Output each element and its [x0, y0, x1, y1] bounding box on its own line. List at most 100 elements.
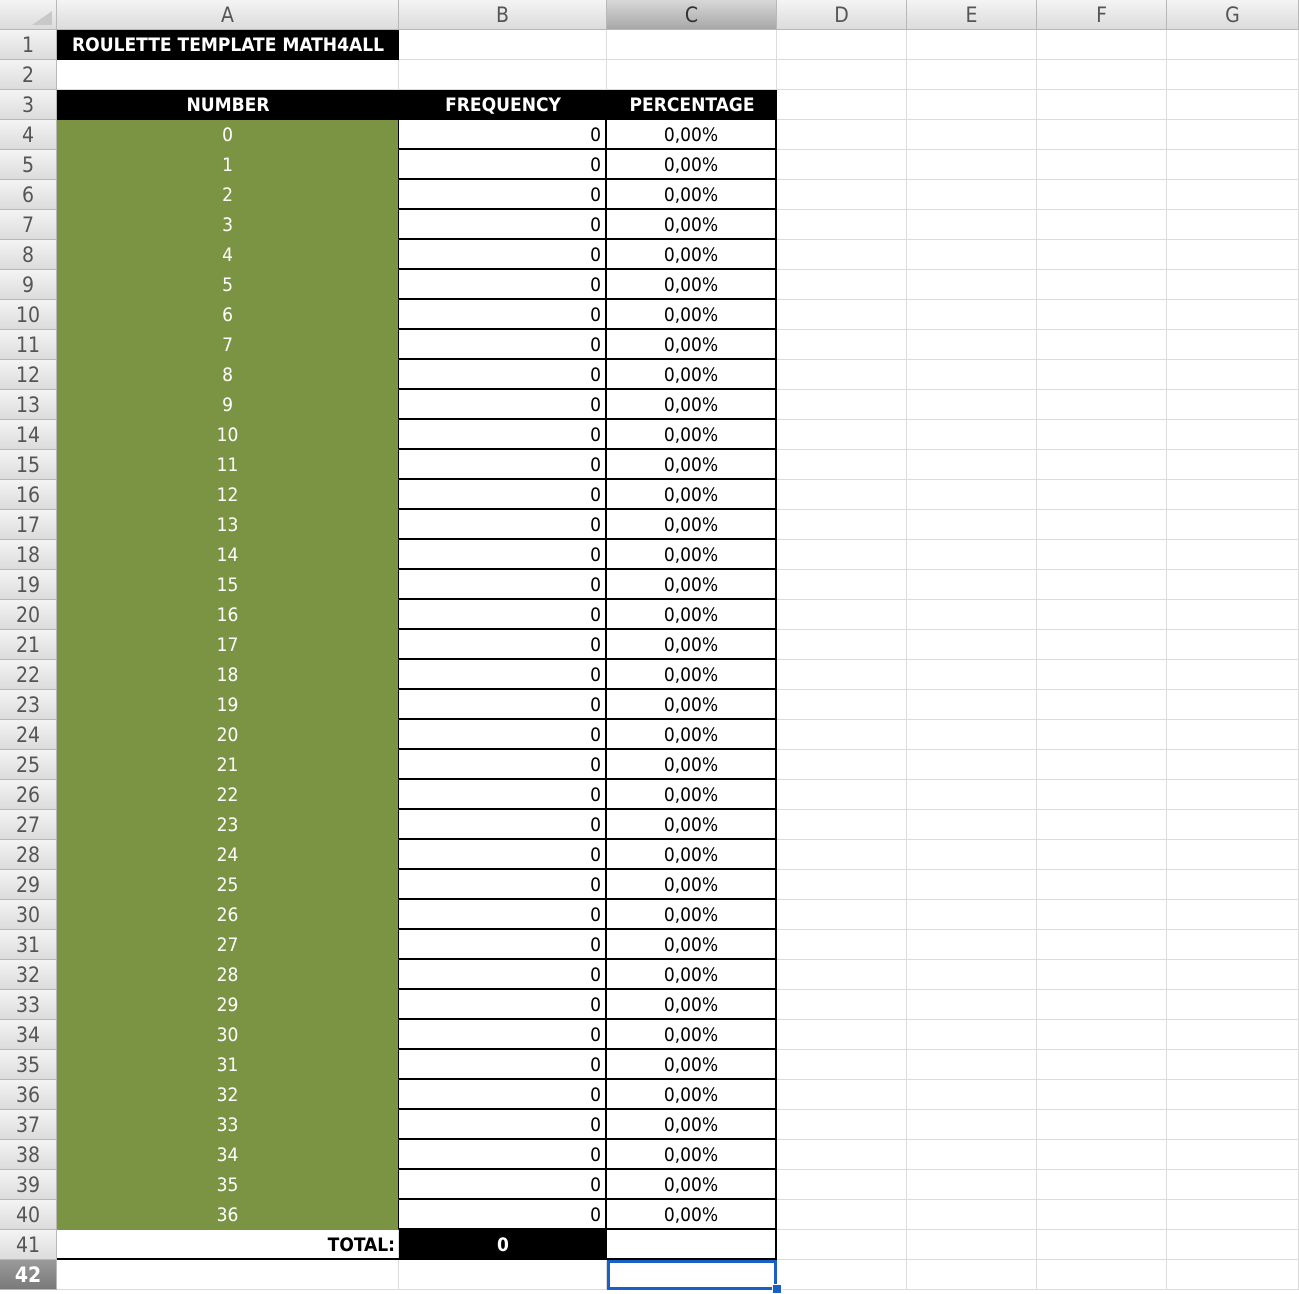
cell-G21[interactable] [1167, 630, 1299, 660]
percentage-cell[interactable]: 0,00% [607, 870, 777, 900]
percentage-cell[interactable]: 0,00% [607, 930, 777, 960]
row-header-41[interactable]: 41 [0, 1230, 57, 1260]
cell-D13[interactable] [777, 390, 907, 420]
number-cell[interactable]: 35 [57, 1170, 399, 1200]
cell-E2[interactable] [907, 60, 1037, 90]
cell-F27[interactable] [1037, 810, 1167, 840]
cell-D34[interactable] [777, 1020, 907, 1050]
cell-G29[interactable] [1167, 870, 1299, 900]
number-cell[interactable]: 8 [57, 360, 399, 390]
cell-G39[interactable] [1167, 1170, 1299, 1200]
number-cell[interactable]: 14 [57, 540, 399, 570]
cell-F15[interactable] [1037, 450, 1167, 480]
cell-E16[interactable] [907, 480, 1037, 510]
number-cell[interactable]: 29 [57, 990, 399, 1020]
cell-F2[interactable] [1037, 60, 1167, 90]
cell-E22[interactable] [907, 660, 1037, 690]
cell-F29[interactable] [1037, 870, 1167, 900]
row-header-39[interactable]: 39 [0, 1170, 57, 1200]
row-header-4[interactable]: 4 [0, 120, 57, 150]
cell-F17[interactable] [1037, 510, 1167, 540]
cell-G25[interactable] [1167, 750, 1299, 780]
row-header-23[interactable]: 23 [0, 690, 57, 720]
cell-G13[interactable] [1167, 390, 1299, 420]
column-header-D[interactable]: D [777, 0, 907, 30]
number-cell[interactable]: 7 [57, 330, 399, 360]
cell-E13[interactable] [907, 390, 1037, 420]
cell-E20[interactable] [907, 600, 1037, 630]
cell-D7[interactable] [777, 210, 907, 240]
number-cell[interactable]: 12 [57, 480, 399, 510]
cell-E34[interactable] [907, 1020, 1037, 1050]
cell-D38[interactable] [777, 1140, 907, 1170]
cell-E6[interactable] [907, 180, 1037, 210]
cell-E37[interactable] [907, 1110, 1037, 1140]
percentage-cell[interactable]: 0,00% [607, 120, 777, 150]
cell-C1[interactable] [607, 30, 777, 60]
cell-F39[interactable] [1037, 1170, 1167, 1200]
frequency-cell[interactable]: 0 [399, 570, 607, 600]
row-header-27[interactable]: 27 [0, 810, 57, 840]
frequency-cell[interactable]: 0 [399, 660, 607, 690]
row-header-29[interactable]: 29 [0, 870, 57, 900]
cell-G31[interactable] [1167, 930, 1299, 960]
cell-F34[interactable] [1037, 1020, 1167, 1050]
row-header-7[interactable]: 7 [0, 210, 57, 240]
cell-F9[interactable] [1037, 270, 1167, 300]
cell-F5[interactable] [1037, 150, 1167, 180]
cell-F22[interactable] [1037, 660, 1167, 690]
percentage-cell[interactable]: 0,00% [607, 720, 777, 750]
percentage-cell[interactable]: 0,00% [607, 660, 777, 690]
cell-F26[interactable] [1037, 780, 1167, 810]
cell-D8[interactable] [777, 240, 907, 270]
cell-E1[interactable] [907, 30, 1037, 60]
cell-D29[interactable] [777, 870, 907, 900]
frequency-cell[interactable]: 0 [399, 360, 607, 390]
cell-F13[interactable] [1037, 390, 1167, 420]
cell-F30[interactable] [1037, 900, 1167, 930]
row-header-33[interactable]: 33 [0, 990, 57, 1020]
cell-F1[interactable] [1037, 30, 1167, 60]
number-cell[interactable]: 22 [57, 780, 399, 810]
frequency-cell[interactable]: 0 [399, 1140, 607, 1170]
number-cell[interactable]: 26 [57, 900, 399, 930]
cell-D12[interactable] [777, 360, 907, 390]
number-cell[interactable]: 13 [57, 510, 399, 540]
percentage-cell[interactable]: 0,00% [607, 480, 777, 510]
cell-D24[interactable] [777, 720, 907, 750]
cell-F8[interactable] [1037, 240, 1167, 270]
frequency-cell[interactable]: 0 [399, 480, 607, 510]
column-header-F[interactable]: F [1037, 0, 1167, 30]
frequency-cell[interactable]: 0 [399, 450, 607, 480]
frequency-cell[interactable]: 0 [399, 420, 607, 450]
row-header-28[interactable]: 28 [0, 840, 57, 870]
percentage-cell[interactable]: 0,00% [607, 1170, 777, 1200]
cell-G42[interactable] [1167, 1260, 1299, 1290]
cell-G9[interactable] [1167, 270, 1299, 300]
cell-G1[interactable] [1167, 30, 1299, 60]
cell-F41[interactable] [1037, 1230, 1167, 1260]
cell-D10[interactable] [777, 300, 907, 330]
cell-E7[interactable] [907, 210, 1037, 240]
cell-D9[interactable] [777, 270, 907, 300]
cell-F19[interactable] [1037, 570, 1167, 600]
cell-D41[interactable] [777, 1230, 907, 1260]
cell-D40[interactable] [777, 1200, 907, 1230]
frequency-cell[interactable]: 0 [399, 840, 607, 870]
number-cell[interactable]: 3 [57, 210, 399, 240]
number-cell[interactable]: 30 [57, 1020, 399, 1050]
number-cell[interactable]: 6 [57, 300, 399, 330]
percentage-cell[interactable]: 0,00% [607, 420, 777, 450]
percentage-cell[interactable]: 0,00% [607, 270, 777, 300]
percentage-cell[interactable]: 0,00% [607, 540, 777, 570]
percentage-cell[interactable]: 0,00% [607, 750, 777, 780]
row-header-26[interactable]: 26 [0, 780, 57, 810]
number-cell[interactable]: 33 [57, 1110, 399, 1140]
row-header-12[interactable]: 12 [0, 360, 57, 390]
cell-D27[interactable] [777, 810, 907, 840]
total-percentage-cell[interactable] [607, 1230, 777, 1260]
frequency-cell[interactable]: 0 [399, 960, 607, 990]
cell-D26[interactable] [777, 780, 907, 810]
frequency-cell[interactable]: 0 [399, 870, 607, 900]
fill-handle[interactable] [772, 1284, 782, 1294]
